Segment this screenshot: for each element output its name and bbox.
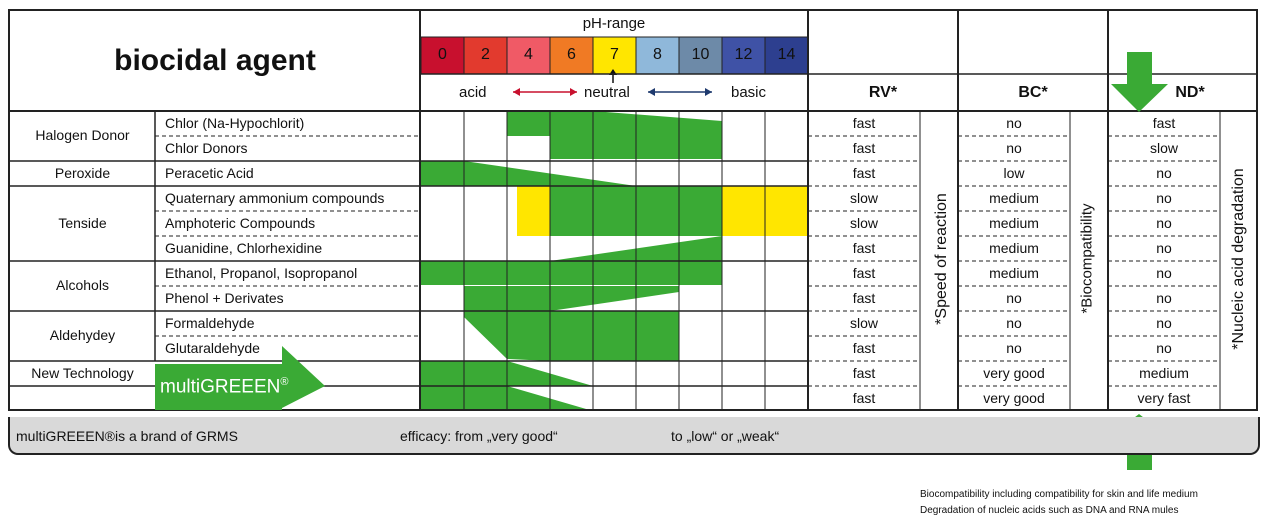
bc-value: no <box>1006 340 1022 356</box>
agent-name: Amphoteric Compounds <box>165 215 316 231</box>
agent-name: Peracetic Acid <box>165 165 254 181</box>
agent-name: Ethanol, Propanol, Isopropanol <box>165 265 358 281</box>
bc-value: medium <box>989 265 1039 281</box>
page-title: biocidal agent <box>114 44 316 77</box>
down-arrow-icon <box>1111 52 1168 112</box>
multigreen-arrow <box>155 346 325 410</box>
ph-tick-label: 6 <box>567 46 576 63</box>
group-label: Tenside <box>58 214 107 231</box>
group-label: New Technology <box>31 364 134 381</box>
bc-value: medium <box>989 215 1039 231</box>
nd-vertical-label: *Nucleic acid degradation <box>1230 168 1247 350</box>
efficacy-from-label: efficacy: from „very good“ <box>400 428 558 444</box>
bc-value: low <box>1003 165 1025 181</box>
agent-name: Guanidine, Chlorhexidine <box>165 240 323 256</box>
nd-value: medium <box>1139 365 1189 381</box>
multigreen-label: multiGREEEN® <box>160 376 289 398</box>
efficacy-shape <box>421 161 636 186</box>
neutral-label: neutral <box>584 84 630 101</box>
bc-value: no <box>1006 115 1022 131</box>
nd-value: fast <box>1152 115 1176 131</box>
nd-value: very fast <box>1137 390 1191 406</box>
rv-value: fast <box>852 390 876 406</box>
ph-cell <box>721 36 766 75</box>
rv-value: fast <box>852 165 876 181</box>
nd-value: no <box>1156 190 1172 206</box>
rv-value: fast <box>852 340 876 356</box>
efficacy-shape <box>421 261 722 285</box>
ph-cell <box>635 36 680 75</box>
ph-range-label: pH-range <box>582 15 646 32</box>
ph-cell <box>463 36 508 75</box>
bc-value: very good <box>983 390 1045 406</box>
table-frame <box>8 9 1258 411</box>
group-label: Alcohols <box>56 277 109 293</box>
basic-arrow-head <box>648 88 655 96</box>
basic-arrow-head <box>705 88 712 96</box>
nd-value: no <box>1156 340 1172 356</box>
nd-value: no <box>1156 290 1172 306</box>
bc-value: no <box>1006 315 1022 331</box>
efficacy-weak-shape <box>517 186 550 236</box>
efficacy-to-label: to „low“ or „weak“ <box>671 428 780 444</box>
agent-name: Quaternary ammonium compounds <box>165 190 385 206</box>
efficacy-shape <box>507 111 722 136</box>
group-label: Halogen Donor <box>35 127 130 143</box>
agent-name: Chlor Donors <box>165 140 248 156</box>
rv-value: fast <box>852 365 876 381</box>
ph-tick-label: 8 <box>653 46 662 63</box>
nd-value: no <box>1156 265 1172 281</box>
bc-vertical-label: *Biocompatibility <box>1078 203 1096 314</box>
bc-value: very good <box>983 365 1045 381</box>
rv-value: fast <box>852 115 876 131</box>
bc-value: medium <box>989 240 1039 256</box>
bc-value: no <box>1006 290 1022 306</box>
acid-arrow-head <box>570 88 577 96</box>
brand-note: multiGREEEN®is a brand of GRMS <box>16 428 238 444</box>
ph-tick-label: 4 <box>524 46 533 63</box>
rv-value: slow <box>849 215 878 231</box>
bc-header: BC* <box>1018 84 1048 101</box>
group-label: Peroxide <box>54 164 111 181</box>
rv-value: fast <box>852 240 876 256</box>
note-biocompatibility: Biocompatibility including compatibility… <box>920 489 1198 500</box>
nd-value: no <box>1156 165 1172 181</box>
ph-tick-label: 0 <box>438 46 447 63</box>
rv-value: slow <box>849 190 878 206</box>
nd-value: slow <box>1149 140 1178 156</box>
agent-name: Chlor (Na-Hypochlorit) <box>165 115 305 131</box>
nd-header: ND* <box>1175 84 1205 101</box>
ph-tick-label: 12 <box>734 46 753 63</box>
nd-value: no <box>1156 215 1172 231</box>
rv-value: fast <box>852 265 876 281</box>
agent-name: Phenol + Derivates <box>165 290 284 306</box>
rv-value: fast <box>852 140 876 156</box>
ph-tick-label: 10 <box>691 46 710 63</box>
ph-tick-label: 2 <box>481 46 490 63</box>
ph-tick-label: 7 <box>610 46 619 63</box>
acid-arrow-head <box>513 88 520 96</box>
nd-value: no <box>1156 315 1172 331</box>
bc-value: medium <box>989 190 1039 206</box>
rv-vertical-label: *Speed of reaction <box>933 193 950 325</box>
nd-value: no <box>1156 240 1172 256</box>
agent-name: Glutaraldehyde <box>165 340 260 356</box>
footer-bar <box>8 417 1260 455</box>
ph-tick-label: 14 <box>777 46 796 63</box>
group-label: Aldehydey <box>49 327 116 343</box>
rv-value: slow <box>849 315 878 331</box>
agent-name: Formaldehyde <box>165 315 255 331</box>
rv-value: fast <box>852 290 876 306</box>
efficacy-shape <box>464 286 679 311</box>
bc-value: no <box>1006 140 1022 156</box>
rv-header: RV* <box>868 84 898 101</box>
acid-label: acid <box>459 84 487 101</box>
note-nucleic: Degradation of nucleic acids such as DNA… <box>920 505 1179 516</box>
basic-label: basic <box>731 84 767 101</box>
efficacy-shape <box>464 311 507 359</box>
